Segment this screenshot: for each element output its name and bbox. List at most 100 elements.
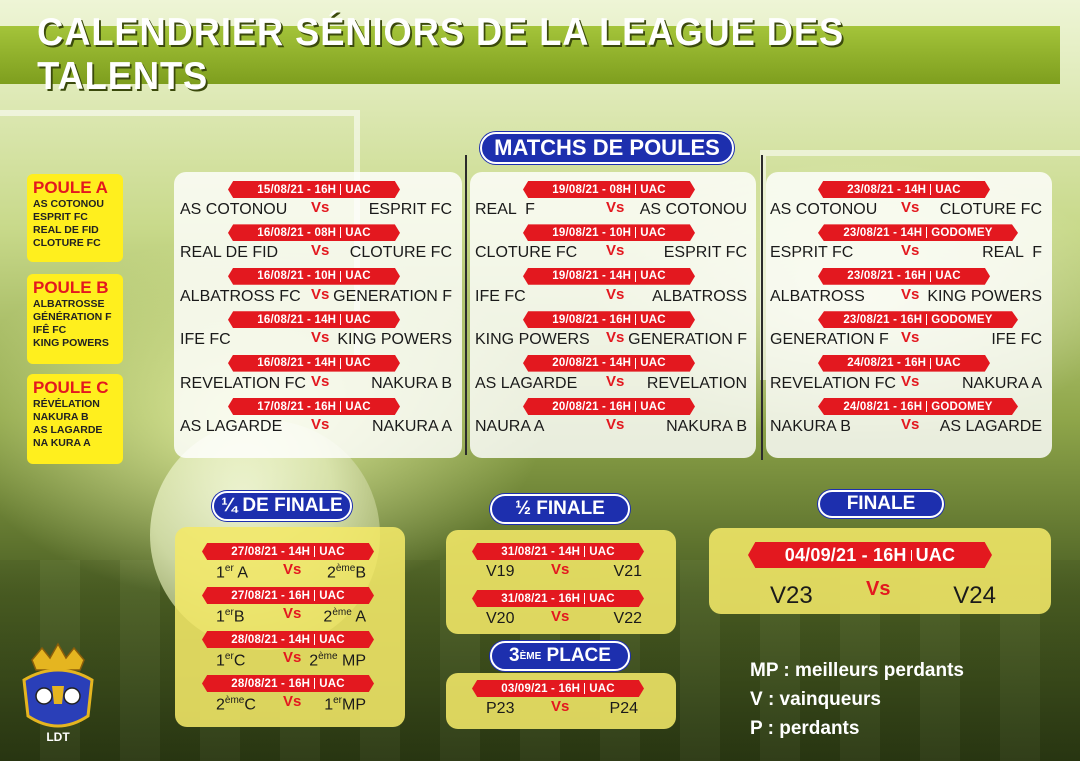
- vs-label: Vs: [901, 285, 920, 303]
- legend-item: P : perdants: [750, 718, 860, 739]
- match-venue: UAC: [319, 633, 345, 646]
- match-date-tag: 24/08/21 - 16H UAC: [818, 354, 990, 372]
- vs-label: Vs: [606, 199, 625, 216]
- vs-label: Vs: [311, 285, 330, 303]
- tag-separator: [340, 401, 342, 412]
- match-date-tag: 16/08/21 - 08H UAC: [228, 224, 400, 242]
- match-venue: UAC: [935, 270, 961, 283]
- match-date-tag: 19/08/21 - 16H UAC: [523, 311, 695, 329]
- vs-label: Vs: [311, 199, 330, 216]
- away-team: V21: [613, 563, 642, 580]
- match-row: 15/08/21 - 16H UAC AS COTONOU ESPRIT FC Vs: [178, 181, 458, 224]
- vs-label: Vs: [283, 561, 302, 578]
- poule-title: POULE C: [33, 378, 109, 397]
- away-team: P24: [609, 700, 638, 717]
- quarter-final-panel: [175, 527, 405, 727]
- poule-title: POULE B: [33, 278, 109, 297]
- home-team: REVELATION FC: [180, 374, 306, 392]
- away-team-tail: MP: [337, 652, 366, 670]
- vs-label: Vs: [606, 372, 625, 390]
- tag-separator: [314, 590, 316, 601]
- match-datetime: 15/08/21 - 16H: [257, 183, 337, 196]
- home-team: 1er A: [216, 563, 248, 582]
- tag-separator: [635, 270, 637, 282]
- group-stage-heading: MATCHS DE POULES: [480, 132, 734, 164]
- away-team: REAL F: [982, 244, 1042, 262]
- tag-separator: [314, 678, 316, 689]
- match-venue: GODOMEY: [931, 313, 993, 326]
- match-venue: UAC: [589, 545, 615, 558]
- legend-item: V : vainqueurs: [750, 689, 881, 710]
- match-venue: UAC: [589, 592, 615, 605]
- vs-label: Vs: [606, 416, 625, 433]
- away-team: GENERATION F: [628, 331, 747, 349]
- away-team-main: 1: [324, 696, 334, 714]
- vs-label: Vs: [283, 649, 302, 666]
- vs-label: Vs: [866, 578, 891, 600]
- home-team: V19: [486, 563, 515, 580]
- match-date-tag: 16/08/21 - 14H UAC: [228, 354, 400, 372]
- poule-team: REAL DE FID: [33, 224, 99, 236]
- poule-team: RÉVÉLATION: [33, 398, 100, 410]
- match-row: 23/08/21 - 14H GODOMEY ESPRIT FC REAL F Vs: [768, 224, 1048, 267]
- away-team: KING POWERS: [337, 331, 452, 349]
- tag-separator: [635, 314, 637, 326]
- vs-label: Vs: [901, 199, 920, 216]
- tag-separator: [926, 314, 928, 326]
- match-date-tag: 15/08/21 - 16H UAC: [228, 181, 400, 198]
- title-banner: CALENDRIER SÉNIORS DE LA LEAGUE DES TALE…: [0, 11, 1060, 98]
- match-row: 20/08/21 - 16H UAC NAURA A NAKURA B Vs: [473, 398, 753, 441]
- home-team: 2èmeC: [216, 695, 256, 714]
- match-row: 19/08/21 - 16H UAC KING POWERS GENERATION F…: [473, 311, 753, 354]
- home-team-tail: C: [244, 696, 256, 714]
- match-datetime: 23/08/21 - 14H: [847, 183, 927, 196]
- tag-separator: [930, 270, 932, 282]
- poule-team: CLOTURE FC: [33, 237, 101, 249]
- away-team: V24: [953, 582, 996, 609]
- tag-separator: [584, 593, 586, 604]
- tag-separator: [340, 184, 342, 195]
- poule-c-box: POULE C RÉVÉLATION NAKURA B AS LAGARDE N…: [27, 374, 123, 464]
- match-venue: GODOMEY: [931, 400, 993, 413]
- match-row: 23/08/21 - 14H UAC AS COTONOU CLOTURE FC Vs: [768, 181, 1048, 224]
- vs-label: Vs: [606, 242, 625, 260]
- poule-team: AS LAGARDE: [33, 424, 103, 436]
- match-datetime: 20/08/21 - 16H: [552, 400, 632, 413]
- match-datetime: 17/08/21 - 16H: [257, 400, 337, 413]
- home-team-main: 2: [216, 696, 225, 714]
- match-datetime: 19/08/21 - 14H: [552, 270, 632, 283]
- home-team: IFE FC: [475, 287, 526, 305]
- match-date-tag: 31/08/21 - 14H UAC: [472, 543, 644, 560]
- home-team-main: 1: [216, 608, 225, 626]
- vs-label: Vs: [283, 605, 302, 622]
- home-team-tail: A: [233, 564, 249, 582]
- match-row: 24/08/21 - 16H GODOMEY NAKURA B AS LAGARDE V…: [768, 398, 1048, 441]
- tag-separator: [314, 546, 316, 557]
- match-row: 23/08/21 - 16H UAC ALBATROSS KING POWERS Vs: [768, 267, 1048, 311]
- away-team-sup: ème: [332, 607, 352, 618]
- home-team: NAKURA B: [770, 418, 851, 435]
- home-team: AS LAGARDE: [180, 418, 283, 435]
- match-date-tag: 03/09/21 - 16H UAC: [472, 680, 644, 697]
- home-team-main: 1: [216, 652, 225, 670]
- match-datetime: 20/08/21 - 14H: [552, 357, 632, 370]
- logo-text: LDT: [46, 730, 70, 744]
- home-team-main: 1: [216, 564, 225, 582]
- match-datetime: 27/08/21 - 16H: [231, 589, 311, 602]
- match-datetime: 31/08/21 - 16H: [501, 592, 581, 605]
- match-datetime: 31/08/21 - 14H: [501, 545, 581, 558]
- away-team: NAKURA B: [666, 418, 747, 435]
- match-date-tag: 27/08/21 - 16H UAC: [202, 587, 374, 604]
- match-venue: UAC: [345, 270, 371, 283]
- match-date-tag: 20/08/21 - 14H UAC: [523, 354, 695, 372]
- match-row: 16/08/21 - 14H UAC REVELATION FC NAKURA B Vs: [178, 354, 458, 398]
- away-team: NAKURA A: [961, 374, 1042, 392]
- home-team-sup: er: [224, 563, 234, 574]
- away-team: REVELATION: [646, 374, 747, 392]
- away-team: 2ème MP: [309, 651, 366, 670]
- match-date-tag: 28/08/21 - 16H UAC: [202, 675, 374, 692]
- match-row: 19/08/21 - 10H UAC CLOTURE FC ESPRIT FC Vs: [473, 224, 753, 267]
- match-datetime: 28/08/21 - 16H: [231, 677, 311, 690]
- tag-separator: [930, 357, 932, 369]
- vs-label: Vs: [551, 561, 570, 578]
